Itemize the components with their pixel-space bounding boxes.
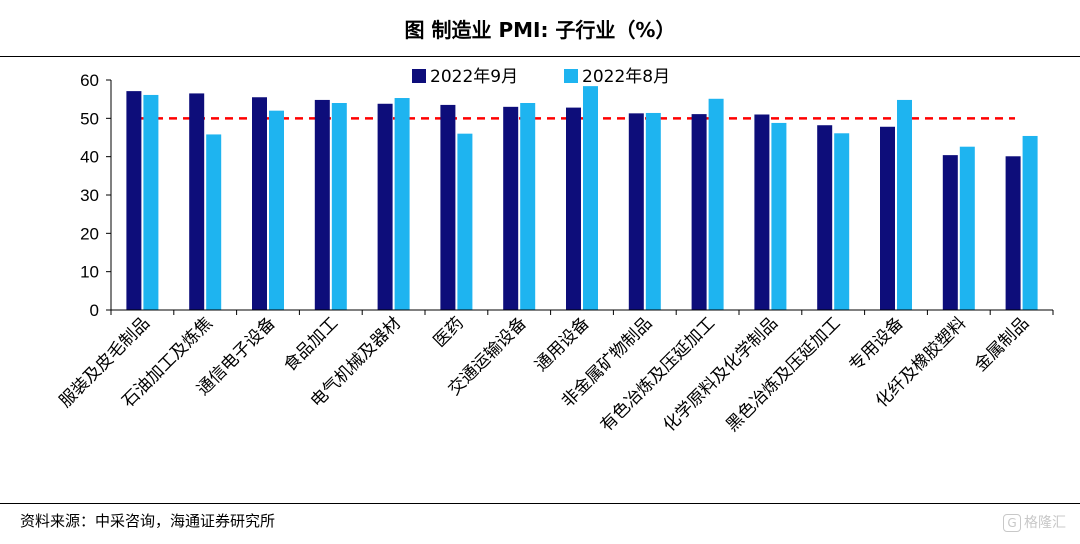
bar-sep — [503, 106, 519, 310]
x-tick-label: 通用设备 — [531, 313, 593, 375]
x-tick-label: 医药 — [430, 313, 468, 351]
bar-sep — [691, 114, 707, 310]
bar-aug — [269, 110, 284, 310]
y-tick-label: 60 — [80, 71, 99, 90]
y-tick-label: 30 — [80, 186, 99, 205]
x-tick-label: 化学原料及化学制品 — [660, 313, 782, 435]
bar-aug — [897, 99, 912, 310]
chart-title: 图 制造业 PMI: 子行业（%） — [404, 18, 676, 42]
bar-sep — [189, 93, 205, 310]
title-bar: 图 制造业 PMI: 子行业（%） — [0, 0, 1080, 57]
bar-aug — [520, 103, 536, 310]
y-tick-label: 50 — [80, 109, 99, 128]
x-tick-label: 黑色冶炼及压延加工 — [722, 313, 844, 435]
x-tick-label: 有色冶炼及压延加工 — [597, 313, 719, 435]
bar-aug — [143, 94, 159, 310]
bar-aug — [771, 122, 787, 310]
bar-sep — [377, 103, 393, 310]
bar-aug — [708, 98, 724, 311]
bar-sep — [126, 91, 142, 310]
bar-sep — [440, 104, 456, 310]
bar-sep — [566, 107, 581, 310]
bar-sep — [880, 126, 895, 311]
bar-sep — [942, 155, 958, 310]
footer-divider — [0, 503, 1080, 504]
bar-sep — [817, 125, 833, 310]
bar-aug — [1022, 135, 1038, 310]
x-tick-label: 金属制品 — [971, 313, 1033, 375]
bar-aug — [645, 112, 661, 310]
bar-sep — [754, 114, 770, 310]
legend-label: 2022年8月 — [582, 67, 670, 87]
legend-swatch — [564, 69, 578, 83]
bar-aug — [583, 86, 598, 310]
bar-sep — [1005, 156, 1021, 310]
y-tick-label: 40 — [80, 148, 99, 167]
y-tick-label: 0 — [90, 301, 99, 320]
bar-sep — [252, 97, 267, 310]
bar-aug — [457, 133, 473, 310]
y-tick-label: 20 — [80, 224, 99, 243]
bars-group — [126, 86, 1038, 311]
bar-aug — [394, 98, 410, 310]
bar-aug — [206, 134, 222, 310]
legend: 2022年9月 2022年8月 — [412, 67, 670, 87]
legend-swatch — [412, 69, 426, 83]
y-axis: 0 10 20 30 40 50 60 — [80, 71, 112, 320]
bar-aug — [959, 146, 975, 310]
source-note: 资料来源：中采咨询，海通证券研究所 — [20, 512, 276, 530]
bar-sep — [628, 113, 644, 310]
watermark: G 格隆汇 — [1003, 512, 1066, 532]
bar-sep — [314, 99, 330, 310]
x-tick-label: 食品加工 — [280, 313, 342, 375]
watermark-logo-icon: G — [1003, 514, 1021, 532]
watermark-text: 格隆汇 — [1024, 515, 1066, 531]
x-axis: 服装及皮毛制品石油加工及炼焦通信电子设备 食品加工电气机械及器材 医药交通运输设备通… — [56, 309, 1054, 436]
bar-aug — [331, 103, 347, 310]
y-tick-label: 10 — [80, 263, 99, 282]
x-tick-label: 专用设备 — [845, 313, 907, 375]
legend-label: 2022年9月 — [430, 67, 518, 87]
bar-aug — [834, 133, 850, 310]
